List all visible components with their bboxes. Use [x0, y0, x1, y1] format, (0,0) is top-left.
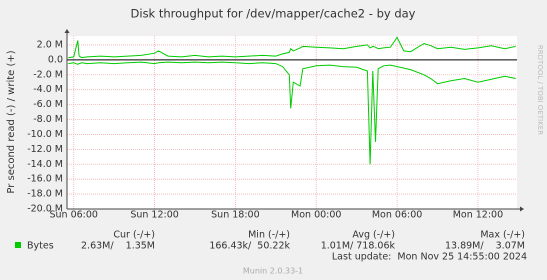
y-tick-label: 2.0 M [37, 39, 63, 50]
legend-value: 166.43k/ 50.22k [209, 241, 290, 252]
y-tick-label: -8.0 M [33, 114, 63, 125]
data-line [68, 36, 516, 59]
data-line [68, 61, 516, 165]
y-tick-label: -4.0 M [33, 84, 63, 95]
axis-arrow [64, 29, 70, 33]
legend-label: Bytes [27, 241, 54, 252]
legend-value: 13.89M/ 3.07M [445, 241, 525, 252]
footer: Munin 2.0.33-1 [243, 267, 303, 276]
legend-header: Cur (-/+) [113, 230, 155, 241]
y-tick-label: -18.0 M [27, 189, 63, 200]
x-tick-label: Sun 06:00 [49, 210, 97, 221]
y-tick-label: -20.0 M [27, 204, 63, 215]
x-tick-label: Mon 12:00 [453, 210, 503, 221]
legend-header: Min (-/+) [248, 230, 290, 241]
y-tick-label: -12.0 M [27, 144, 63, 155]
x-tick-label: Sun 12:00 [130, 210, 178, 221]
y-tick-label: -10.0 M [27, 129, 63, 140]
y-tick-label: -6.0 M [33, 99, 63, 110]
y-tick-label: -2.0 M [33, 69, 63, 80]
legend-header: Avg (-/+) [352, 230, 395, 241]
y-axis-label: Pr second read (-) / write (+) [6, 50, 17, 193]
x-tick-label: Mon 00:00 [291, 210, 341, 221]
legend-value: 2.63M/ 1.35M [81, 241, 155, 252]
x-tick-label: Sun 18:00 [211, 210, 259, 221]
legend-header: Max (-/+) [480, 230, 525, 241]
last-update: Last update: Mon Nov 25 14:55:00 2024 [332, 252, 527, 263]
plot-area [67, 36, 517, 209]
chart-title: Disk throughput for /dev/mapper/cache2 -… [131, 7, 416, 21]
y-tick-label: 0.0 [48, 54, 63, 65]
legend-value: 1.01M/ 718.06k [321, 241, 396, 252]
y-tick-label: -16.0 M [27, 174, 63, 185]
side-note: RRDTOOL / TOBI OETIKER [536, 45, 544, 135]
y-tick-label: -14.0 M [27, 159, 63, 170]
axis-arrow [520, 206, 524, 212]
x-tick-label: Mon 06:00 [372, 210, 422, 221]
legend-swatch [15, 242, 21, 248]
